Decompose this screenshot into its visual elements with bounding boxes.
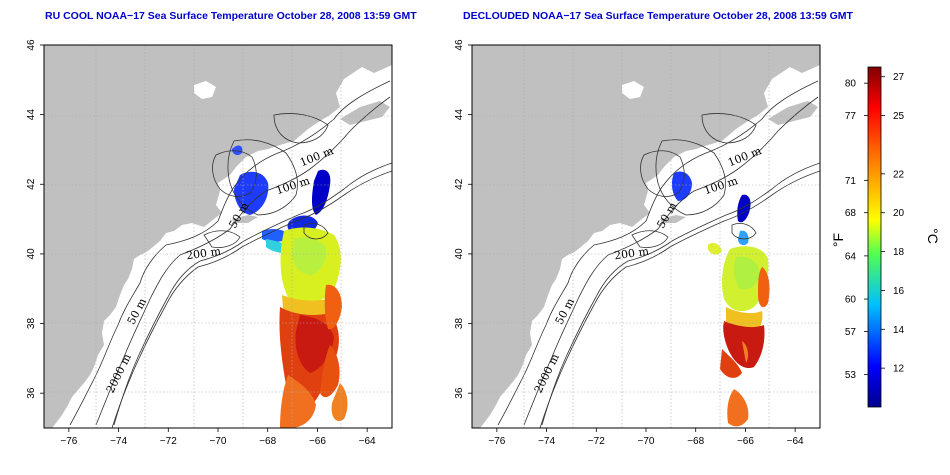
- y-tick-label: 42: [454, 178, 465, 190]
- celsius-tick-label: 18: [893, 247, 905, 258]
- x-tick-label: −76: [60, 436, 77, 447]
- celsius-unit-label: °C: [925, 228, 941, 244]
- y-tick-label: 36: [454, 387, 465, 399]
- fahrenheit-tick-label: 68: [845, 208, 857, 219]
- fahrenheit-tick-label: 71: [845, 176, 857, 187]
- fahrenheit-tick-label: 77: [845, 111, 857, 122]
- fahrenheit-tick-label: 60: [845, 295, 857, 306]
- colorbar: 80 77 71 68 64 60 57 53 27 25 22 20 18 16 14 12 °F °C: [830, 66, 941, 408]
- left-x-axis: −76 −74 −72 −70 −68 −66 −64: [60, 428, 376, 447]
- fahrenheit-unit-label: °F: [830, 233, 846, 247]
- y-tick-label: 44: [26, 109, 37, 121]
- left-map-title: RU COOL NOAA−17 Sea Surface Temperature …: [45, 10, 417, 22]
- x-tick-label: −66: [737, 436, 754, 447]
- celsius-tick-label: 14: [893, 325, 905, 336]
- y-tick-label: 36: [26, 387, 37, 399]
- colorbar-celsius-ticks: 27 25 22 20 18 16 14 12: [881, 72, 905, 375]
- colorbar-gradient: [867, 66, 882, 408]
- x-tick-label: −74: [538, 436, 555, 447]
- y-tick-label: 44: [454, 109, 465, 121]
- right-x-axis: −76 −74 −72 −70 −68 −66 −64: [488, 428, 804, 447]
- contour-label: 200 m: [613, 245, 650, 263]
- y-tick-label: 40: [26, 248, 37, 260]
- x-tick-label: −70: [638, 436, 655, 447]
- y-tick-label: 40: [454, 248, 465, 260]
- x-tick-label: −64: [359, 436, 376, 447]
- celsius-tick-label: 20: [893, 208, 905, 219]
- contour-label: 200 m: [185, 245, 222, 263]
- left-sst-overlay: [232, 145, 348, 428]
- x-tick-label: −64: [787, 436, 804, 447]
- fahrenheit-tick-label: 53: [845, 370, 857, 381]
- right-y-axis: 36 38 40 42 44 46: [454, 39, 472, 399]
- right-sst-overlay: [671, 171, 770, 427]
- x-tick-label: −70: [210, 436, 227, 447]
- y-tick-label: 38: [454, 318, 465, 330]
- x-tick-label: −72: [160, 436, 177, 447]
- fahrenheit-tick-label: 80: [845, 79, 857, 90]
- celsius-tick-label: 25: [893, 111, 905, 122]
- right-map-title: DECLOUDED NOAA−17 Sea Surface Temperatur…: [463, 10, 853, 22]
- celsius-tick-label: 16: [893, 286, 905, 297]
- celsius-tick-label: 12: [893, 364, 905, 375]
- y-tick-label: 42: [26, 178, 37, 190]
- fahrenheit-tick-label: 64: [845, 251, 857, 262]
- celsius-tick-label: 27: [893, 72, 905, 83]
- left-y-axis: 36 38 40 42 44 46: [26, 39, 44, 399]
- y-tick-label: 46: [26, 39, 37, 51]
- x-tick-label: −76: [488, 436, 505, 447]
- colorbar-fahrenheit-ticks: 80 77 71 68 64 60 57 53: [845, 79, 868, 381]
- x-tick-label: −74: [110, 436, 127, 447]
- y-tick-label: 46: [454, 39, 465, 51]
- y-tick-label: 38: [26, 318, 37, 330]
- fahrenheit-tick-label: 57: [845, 327, 857, 338]
- x-tick-label: −66: [309, 436, 326, 447]
- x-tick-label: −68: [687, 436, 704, 447]
- x-tick-label: −68: [259, 436, 276, 447]
- celsius-tick-label: 22: [893, 169, 905, 180]
- x-tick-label: −72: [588, 436, 605, 447]
